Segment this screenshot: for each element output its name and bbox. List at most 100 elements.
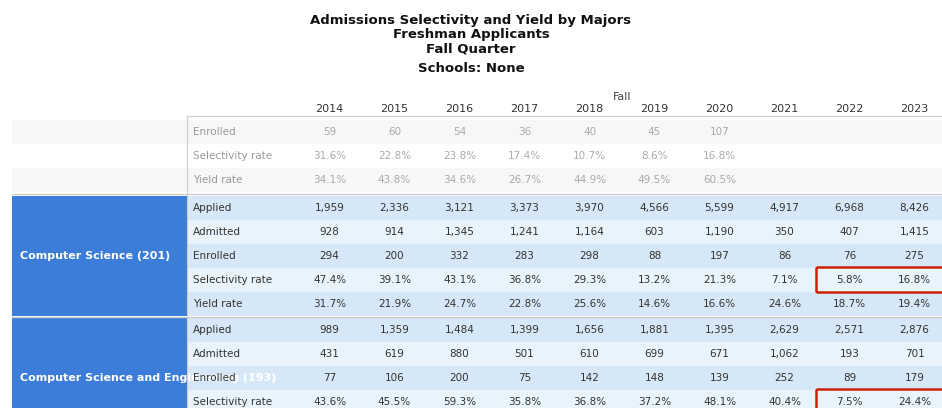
Text: 197: 197 bbox=[709, 251, 729, 261]
Text: 40.4%: 40.4% bbox=[768, 397, 801, 407]
Text: Schools: None: Schools: None bbox=[417, 62, 525, 75]
Text: 14.6%: 14.6% bbox=[638, 299, 671, 309]
Text: 283: 283 bbox=[514, 251, 534, 261]
Text: 22.8%: 22.8% bbox=[508, 299, 541, 309]
Text: Enrolled: Enrolled bbox=[193, 251, 236, 261]
Text: 431: 431 bbox=[319, 349, 339, 359]
Text: Fall: Fall bbox=[612, 92, 631, 102]
Text: 880: 880 bbox=[449, 349, 469, 359]
Text: 40: 40 bbox=[583, 127, 596, 137]
Text: 619: 619 bbox=[384, 349, 404, 359]
Text: Selectivity rate: Selectivity rate bbox=[193, 275, 272, 285]
Text: Yield rate: Yield rate bbox=[193, 299, 242, 309]
Text: 3,121: 3,121 bbox=[445, 203, 475, 213]
Text: 43.6%: 43.6% bbox=[313, 397, 346, 407]
Text: 4,917: 4,917 bbox=[770, 203, 800, 213]
Text: Computer Science and Engineering (193): Computer Science and Engineering (193) bbox=[20, 373, 276, 383]
Text: 24.6%: 24.6% bbox=[768, 299, 801, 309]
Text: 25.6%: 25.6% bbox=[573, 299, 606, 309]
Text: 1,345: 1,345 bbox=[445, 227, 475, 237]
Text: 16.8%: 16.8% bbox=[703, 151, 736, 161]
Bar bbox=[12, 144, 942, 168]
Text: 179: 179 bbox=[904, 373, 924, 383]
Text: 603: 603 bbox=[644, 227, 664, 237]
Text: 24.7%: 24.7% bbox=[443, 299, 476, 309]
Text: 34.1%: 34.1% bbox=[313, 175, 346, 185]
Text: 1,415: 1,415 bbox=[900, 227, 930, 237]
Text: 23.8%: 23.8% bbox=[443, 151, 476, 161]
Text: 26.7%: 26.7% bbox=[508, 175, 541, 185]
Text: 43.8%: 43.8% bbox=[378, 175, 411, 185]
Text: Admissions Selectivity and Yield by Majors: Admissions Selectivity and Yield by Majo… bbox=[311, 14, 631, 27]
Text: 294: 294 bbox=[319, 251, 339, 261]
Text: 350: 350 bbox=[774, 227, 794, 237]
Text: Yield rate: Yield rate bbox=[193, 175, 242, 185]
Bar bbox=[12, 318, 187, 408]
Text: 76: 76 bbox=[843, 251, 856, 261]
Text: Enrolled: Enrolled bbox=[193, 127, 236, 137]
Text: 2,876: 2,876 bbox=[900, 325, 930, 335]
Text: 1,959: 1,959 bbox=[315, 203, 345, 213]
Text: 2023: 2023 bbox=[901, 104, 929, 114]
Text: 34.6%: 34.6% bbox=[443, 175, 476, 185]
Text: 671: 671 bbox=[709, 349, 729, 359]
Text: 88: 88 bbox=[648, 251, 661, 261]
Text: 13.2%: 13.2% bbox=[638, 275, 671, 285]
Text: Selectivity rate: Selectivity rate bbox=[193, 397, 272, 407]
Text: 699: 699 bbox=[644, 349, 664, 359]
Text: 44.9%: 44.9% bbox=[573, 175, 606, 185]
Bar bbox=[187, 342, 942, 366]
Text: 2,571: 2,571 bbox=[835, 325, 865, 335]
Text: 77: 77 bbox=[323, 373, 336, 383]
Text: Selectivity rate: Selectivity rate bbox=[193, 151, 272, 161]
Text: 142: 142 bbox=[579, 373, 599, 383]
Text: 43.1%: 43.1% bbox=[443, 275, 476, 285]
Bar bbox=[12, 196, 187, 316]
Bar bbox=[187, 318, 942, 342]
Text: 298: 298 bbox=[579, 251, 599, 261]
Text: 1,656: 1,656 bbox=[575, 325, 605, 335]
Text: Applied: Applied bbox=[193, 325, 233, 335]
Text: 89: 89 bbox=[843, 373, 856, 383]
Bar bbox=[187, 390, 942, 408]
Text: 59: 59 bbox=[323, 127, 336, 137]
Text: 45.5%: 45.5% bbox=[378, 397, 411, 407]
Text: 7.5%: 7.5% bbox=[836, 397, 863, 407]
Text: 49.5%: 49.5% bbox=[638, 175, 671, 185]
Text: 10.7%: 10.7% bbox=[573, 151, 606, 161]
Text: 37.2%: 37.2% bbox=[638, 397, 671, 407]
Text: 200: 200 bbox=[384, 251, 404, 261]
Text: Fall Quarter: Fall Quarter bbox=[426, 42, 516, 55]
Text: 193: 193 bbox=[839, 349, 859, 359]
Text: Enrolled: Enrolled bbox=[193, 373, 236, 383]
Text: 16.8%: 16.8% bbox=[898, 275, 931, 285]
Text: 47.4%: 47.4% bbox=[313, 275, 346, 285]
Text: 36: 36 bbox=[518, 127, 531, 137]
Text: 2016: 2016 bbox=[446, 104, 474, 114]
Bar bbox=[12, 168, 942, 192]
Text: 2019: 2019 bbox=[641, 104, 669, 114]
Text: 21.3%: 21.3% bbox=[703, 275, 736, 285]
Bar bbox=[187, 268, 942, 292]
Text: 5.8%: 5.8% bbox=[836, 275, 863, 285]
Text: 2,336: 2,336 bbox=[380, 203, 410, 213]
Text: 1,484: 1,484 bbox=[445, 325, 475, 335]
Text: Admitted: Admitted bbox=[193, 227, 241, 237]
Text: 7.1%: 7.1% bbox=[771, 275, 798, 285]
Text: 252: 252 bbox=[774, 373, 794, 383]
Text: 5,599: 5,599 bbox=[705, 203, 735, 213]
Text: 8.6%: 8.6% bbox=[642, 151, 668, 161]
Text: 3,373: 3,373 bbox=[510, 203, 540, 213]
Text: 48.1%: 48.1% bbox=[703, 397, 736, 407]
Text: 407: 407 bbox=[839, 227, 859, 237]
Text: 75: 75 bbox=[518, 373, 531, 383]
Text: 332: 332 bbox=[449, 251, 469, 261]
Text: 3,970: 3,970 bbox=[575, 203, 605, 213]
Text: 39.1%: 39.1% bbox=[378, 275, 411, 285]
Text: 2014: 2014 bbox=[316, 104, 344, 114]
Text: 4,566: 4,566 bbox=[640, 203, 670, 213]
Text: 16.6%: 16.6% bbox=[703, 299, 736, 309]
Text: 21.9%: 21.9% bbox=[378, 299, 411, 309]
Text: 2018: 2018 bbox=[576, 104, 604, 114]
Bar bbox=[187, 196, 942, 220]
